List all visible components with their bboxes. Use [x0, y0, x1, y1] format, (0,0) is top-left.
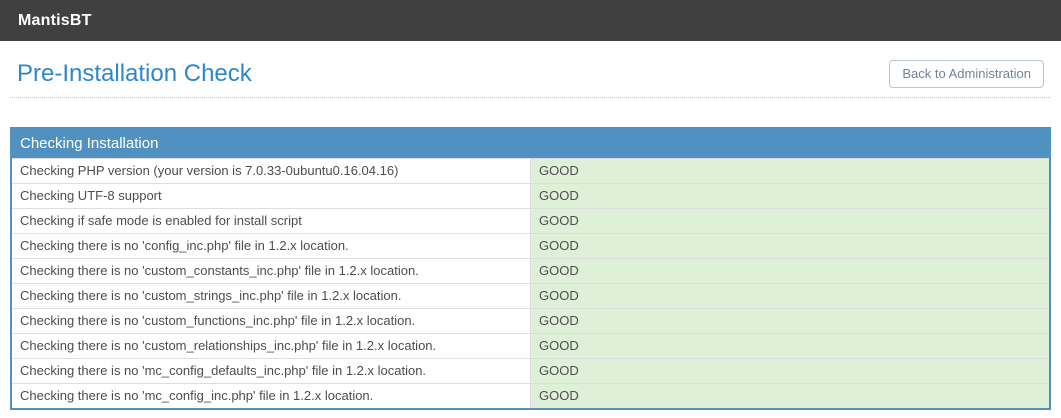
checking-installation-section: Checking Installation Checking PHP versi…	[10, 127, 1051, 410]
check-table-row: Checking there is no 'config_inc.php' fi…	[11, 233, 1050, 259]
check-table-row: Checking there is no 'custom_functions_i…	[11, 308, 1050, 334]
check-status-badge: GOOD	[530, 308, 1050, 334]
check-status-badge: GOOD	[530, 383, 1050, 409]
check-status-badge: GOOD	[530, 158, 1050, 184]
check-description: Checking there is no 'custom_constants_i…	[11, 258, 531, 284]
check-status-badge: GOOD	[530, 233, 1050, 259]
check-status-badge: GOOD	[530, 183, 1050, 209]
check-description: Checking there is no 'config_inc.php' fi…	[11, 233, 531, 259]
check-description: Checking there is no 'custom_strings_inc…	[11, 283, 531, 309]
top-navbar: MantisBT	[0, 0, 1061, 41]
check-description: Checking there is no 'custom_functions_i…	[11, 308, 531, 334]
check-table-row: Checking UTF-8 support GOOD	[11, 183, 1050, 209]
check-status-badge: GOOD	[530, 208, 1050, 234]
check-status-badge: GOOD	[530, 358, 1050, 384]
check-description: Checking PHP version (your version is 7.…	[11, 158, 531, 184]
check-description: Checking there is no 'mc_config_inc.php'…	[11, 383, 531, 409]
check-status-badge: GOOD	[530, 283, 1050, 309]
back-to-administration-button[interactable]: Back to Administration	[889, 60, 1044, 89]
check-table-body: Checking PHP version (your version is 7.…	[11, 158, 1050, 409]
page-title: Pre-Installation Check	[17, 60, 252, 88]
checking-installation-table: Checking Installation Checking PHP versi…	[10, 127, 1051, 410]
table-title: Checking Installation	[11, 128, 1050, 159]
check-table-row: Checking there is no 'custom_strings_inc…	[11, 283, 1050, 309]
check-table-row: Checking PHP version (your version is 7.…	[11, 158, 1050, 184]
check-table-row: Checking there is no 'custom_constants_i…	[11, 258, 1050, 284]
check-table-row: Checking if safe mode is enabled for ins…	[11, 208, 1050, 234]
check-description: Checking there is no 'mc_config_defaults…	[11, 358, 531, 384]
check-table-row: Checking there is no 'mc_config_inc.php'…	[11, 383, 1050, 409]
page-header: Pre-Installation Check Back to Administr…	[10, 41, 1051, 99]
check-table-row: Checking there is no 'custom_relationshi…	[11, 333, 1050, 359]
check-description: Checking if safe mode is enabled for ins…	[11, 208, 531, 234]
check-description: Checking UTF-8 support	[11, 183, 531, 209]
check-table-row: Checking there is no 'mc_config_defaults…	[11, 358, 1050, 384]
mantisbt-brand-link[interactable]: MantisBT	[18, 11, 92, 29]
check-status-badge: GOOD	[530, 258, 1050, 284]
check-status-badge: GOOD	[530, 333, 1050, 359]
check-description: Checking there is no 'custom_relationshi…	[11, 333, 531, 359]
